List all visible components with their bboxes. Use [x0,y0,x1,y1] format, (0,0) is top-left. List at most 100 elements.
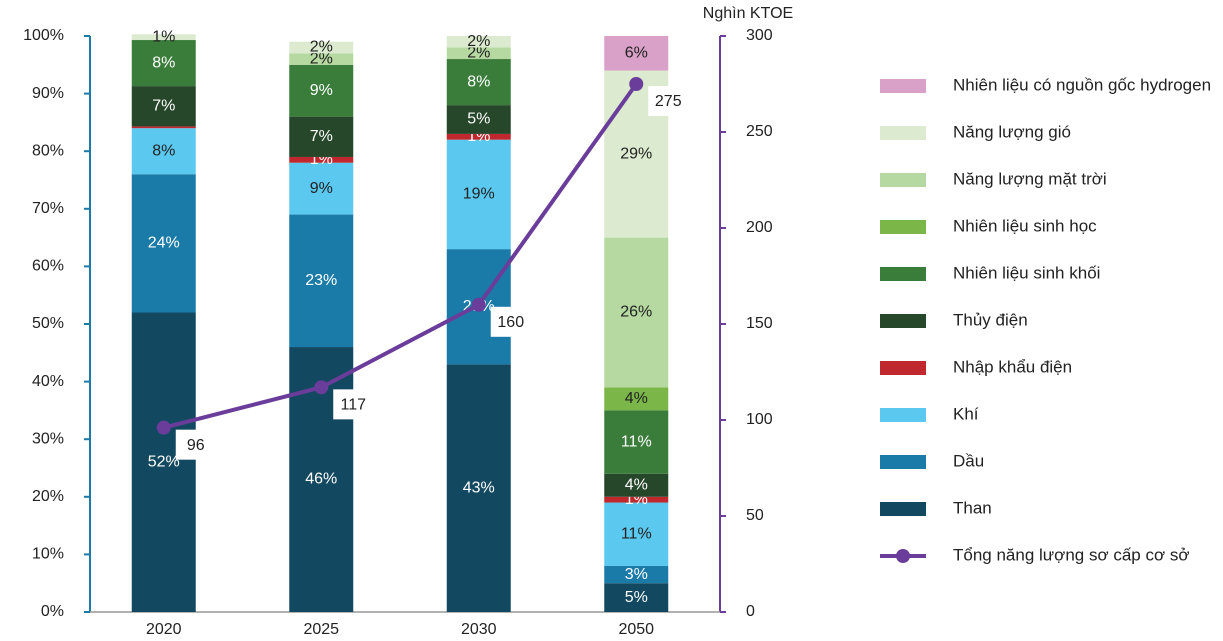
bar-segment [604,387,669,411]
legend-label: Nhiên liệu sinh học [953,216,1097,235]
legend-swatch [896,549,910,563]
line-point [629,77,644,91]
y2-tick-label: 250 [746,123,773,140]
data-label: 2% [467,33,490,50]
bar-segment [446,139,511,250]
legend-label: Khí [953,404,979,423]
legend-label: Dầu [953,451,984,470]
data-label: 9% [310,82,333,99]
x-tick-label: 2025 [303,621,339,638]
bar-segment [289,156,354,163]
line-point [471,297,486,312]
data-label: 275 [655,93,682,110]
data-label: 3% [625,566,648,583]
legend-swatch [880,79,926,93]
y-tick-label: 0% [41,603,64,620]
data-label: 11% [621,525,652,542]
bar-segment [289,41,354,54]
bar-segment [131,126,196,129]
x-tick-label: 2030 [461,621,497,638]
legend-swatch [880,314,926,328]
data-label: 8% [152,142,175,159]
bar-segment [446,59,511,106]
data-label: 24% [148,235,180,252]
data-label: 117 [340,397,366,414]
legend-label: Than [953,498,992,517]
legend-label: Nhiên liệu có nguồn gốc hydrogen [953,75,1211,94]
legend-swatch [880,126,926,140]
bar-segment [446,133,511,140]
data-label: 23% [305,272,337,289]
y-tick-label: 20% [32,488,64,505]
data-label: 7% [310,128,333,145]
bar-segment [131,40,196,87]
y2-tick-label: 200 [746,219,773,236]
line [163,82,638,430]
data-label: 9% [310,180,333,197]
data-label: 4% [625,476,648,493]
legend-swatch [880,361,926,375]
data-label: 6% [625,44,648,61]
data-label: 43% [463,479,495,496]
data-label: 46% [305,471,337,488]
legend-label: Thủy điện [953,310,1028,329]
y-tick-label: 50% [32,315,64,332]
data-label: 52% [148,453,180,470]
y-tick-label: 40% [32,373,64,390]
data-label: 2% [467,44,490,61]
bar-segment [446,364,511,612]
y-tick-label: 100% [23,27,64,44]
bar-segment [289,64,354,117]
bar-segment [289,116,354,157]
bar-segment [131,86,196,127]
bar-segment [131,34,196,41]
data-label: 2% [310,50,333,67]
bar-segment [131,128,196,175]
bar-segment [604,36,669,71]
y-tick-label: 90% [32,85,64,102]
data-label: 5% [625,589,648,606]
legend-swatch [880,173,926,187]
legend-swatch [880,220,926,234]
data-label: 4% [625,390,648,407]
data-label: 1% [152,28,175,45]
bar-segment [446,105,511,134]
x-tick-label: 2020 [146,621,182,638]
y-tick-label: 10% [32,546,64,563]
bar-segment [289,162,354,215]
bar-segment [604,496,669,503]
y-tick-label: 30% [32,430,64,447]
y2-tick-label: 300 [746,27,773,44]
legend-swatch [880,455,926,469]
legend-label: Tổng năng lượng sơ cấp cơ sở [953,545,1189,564]
bar-segment [604,473,669,497]
bar-segment [604,502,669,566]
y-tick-label: 70% [32,200,64,217]
legend-label: Năng lượng mặt trời [953,169,1107,188]
line-point [314,380,329,395]
bar-segment [604,565,669,584]
legend-swatch [880,502,926,516]
data-label-box [648,86,689,116]
bar-segment [131,174,196,313]
legend-label: Nhập khẩu điện [953,357,1072,376]
bar-segment [604,583,669,612]
data-label: 2% [310,39,333,56]
bar-segment [604,237,669,388]
bar-segment [604,410,669,474]
legend-swatch [880,267,926,281]
data-label: 7% [152,97,175,114]
y2-axis-title: Nghìn KTOE [703,5,793,22]
data-label: 19% [463,186,495,203]
legend-swatch [880,408,926,422]
bar-segment [446,36,511,48]
bar-segment [446,47,511,60]
y-tick-label: 60% [32,258,64,275]
data-label-box [490,306,531,337]
data-label: 5% [467,111,490,128]
y-tick-label: 80% [32,142,64,159]
data-label-box [333,389,374,420]
y2-tick-label: 150 [746,315,773,332]
data-label: 11% [621,433,652,450]
